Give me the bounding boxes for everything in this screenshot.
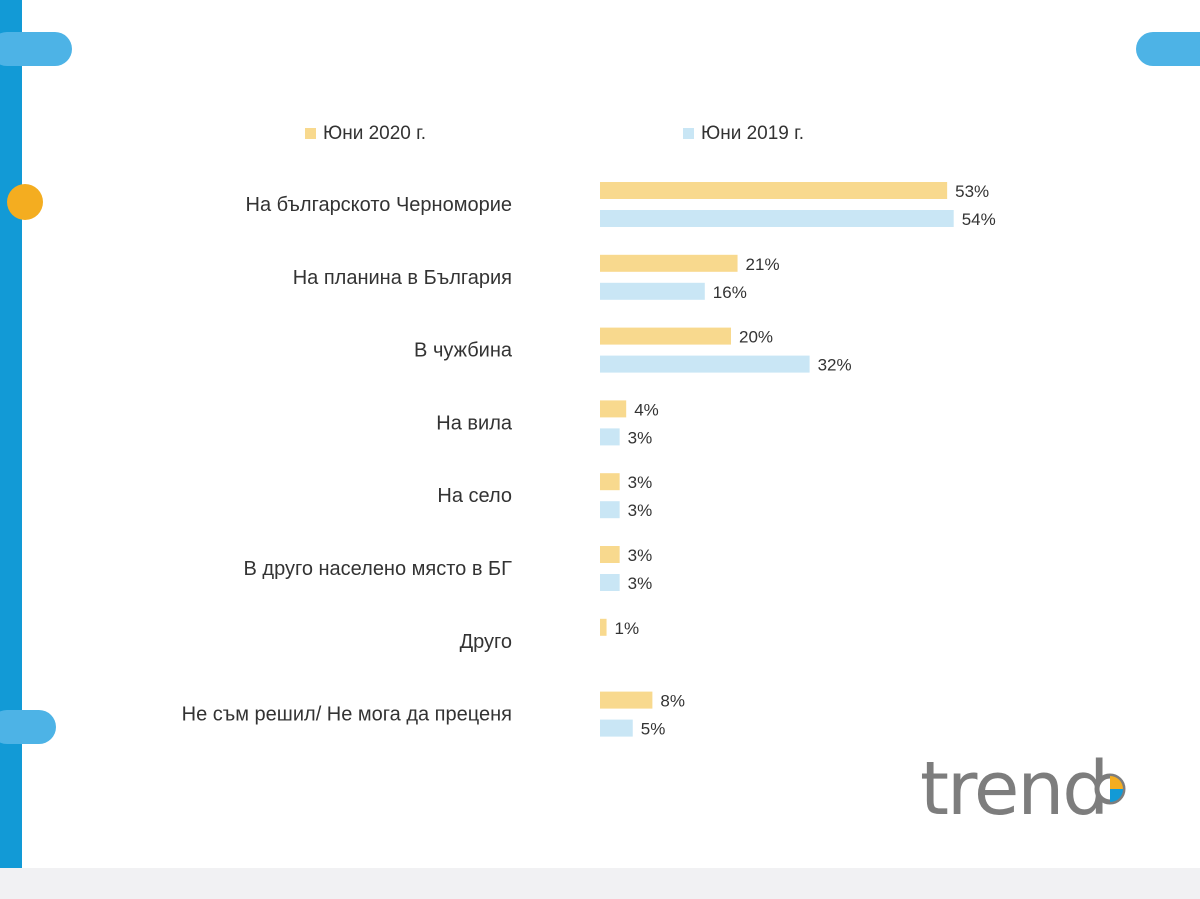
data-label: 20% xyxy=(739,328,773,347)
legend-swatch-0 xyxy=(305,128,316,139)
category-label: На българското Черноморие xyxy=(246,194,513,216)
category-label: Не съм решил/ Не мога да преценя xyxy=(182,704,512,726)
logo-chart-slice-blue xyxy=(1110,789,1123,802)
bars xyxy=(600,182,954,737)
category-label: В чужбина xyxy=(414,340,513,362)
bar-2020 xyxy=(600,473,620,491)
data-label: 53% xyxy=(955,182,989,201)
bar-2019 xyxy=(600,574,620,591)
bar-2020 xyxy=(600,691,653,709)
data-label: 3% xyxy=(628,501,653,520)
data-label: 1% xyxy=(615,619,640,638)
bottom-left-tab-decoration xyxy=(0,710,56,744)
trend-logo: trend xyxy=(920,746,1126,832)
legend-label-0: Юни 2020 г. xyxy=(323,123,426,144)
legend-label-1: Юни 2019 г. xyxy=(701,123,804,144)
data-label: 4% xyxy=(634,400,659,419)
data-label: 5% xyxy=(641,720,666,739)
category-label: В друго населено място в БГ xyxy=(244,558,513,580)
category-labels: На българското Черноморие На планина в Бъ… xyxy=(182,194,513,726)
bar-2020 xyxy=(600,254,738,272)
category-label: Друго xyxy=(460,631,512,653)
bar-2019 xyxy=(600,210,954,227)
bar-2019 xyxy=(600,501,620,519)
data-label: 54% xyxy=(962,210,996,229)
bar-2020 xyxy=(600,400,627,418)
data-label: 16% xyxy=(713,283,747,302)
data-label: 8% xyxy=(660,692,685,711)
bar-2019 xyxy=(600,719,633,737)
bar-2020 xyxy=(600,182,948,199)
category-label: На вила xyxy=(436,412,513,434)
legend: Юни 2020 г. Юни 2019 г. xyxy=(305,123,804,144)
category-label: На село xyxy=(437,485,512,507)
data-label: 3% xyxy=(628,428,653,447)
data-label: 3% xyxy=(628,473,653,492)
bar-2019 xyxy=(600,282,705,300)
category-label: На планина в България xyxy=(293,267,512,289)
bottom-band xyxy=(0,868,1200,899)
data-label: 3% xyxy=(628,546,653,565)
bar-2019 xyxy=(600,428,620,446)
top-left-tab-decoration xyxy=(0,32,72,66)
bar-2020 xyxy=(600,327,731,345)
orange-dot-decoration xyxy=(7,184,43,220)
bar-2020 xyxy=(600,618,607,636)
bar-2019 xyxy=(600,355,810,373)
data-label: 32% xyxy=(818,356,852,375)
data-label: 21% xyxy=(746,255,780,274)
top-right-tab-decoration xyxy=(1136,32,1200,66)
bar-2020 xyxy=(600,546,620,563)
data-label: 3% xyxy=(628,574,653,593)
legend-swatch-1 xyxy=(683,128,694,139)
value-labels: 53% 54% 21% 16% 20% 32% 4% 3% 3% 3% 3% 3% 1% 8% 5% xyxy=(615,182,996,739)
logo-chart-slice-orange xyxy=(1110,776,1123,789)
trend-logo-text: trend xyxy=(920,746,1107,832)
